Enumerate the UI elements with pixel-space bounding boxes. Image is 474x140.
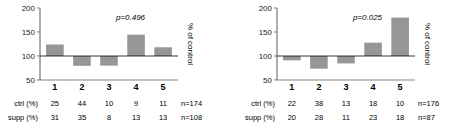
n-label: n=87 bbox=[418, 113, 435, 122]
x-axis-line bbox=[40, 80, 178, 81]
y-tick-label: 200 bbox=[22, 4, 36, 13]
table-value: 10 bbox=[396, 99, 404, 108]
y-tick-label: 150 bbox=[259, 28, 273, 37]
bar bbox=[337, 56, 355, 63]
y-tick-label: 200 bbox=[259, 4, 273, 13]
baseline bbox=[277, 56, 415, 57]
table-value: 18 bbox=[396, 113, 404, 122]
bar bbox=[154, 47, 172, 56]
n-label: n=174 bbox=[181, 99, 202, 108]
row-label: supp (%) bbox=[245, 113, 276, 122]
table-value: 22 bbox=[288, 99, 296, 108]
bar bbox=[127, 35, 145, 56]
table-value: 20 bbox=[288, 113, 296, 122]
category-label: 3 bbox=[343, 82, 348, 92]
category-label: 4 bbox=[371, 82, 376, 92]
bar bbox=[73, 56, 91, 66]
row-label: supp (%) bbox=[8, 113, 39, 122]
category-label: 1 bbox=[289, 82, 294, 92]
y-axis bbox=[40, 8, 41, 80]
bars bbox=[283, 18, 409, 69]
annotation: p=0.496 bbox=[115, 13, 146, 22]
table-value: 13 bbox=[132, 113, 140, 122]
panel: 50 100 150 200 1 2 3 4 5 p=0.496 % of control ctrl … bbox=[8, 4, 202, 122]
table-value: 44 bbox=[78, 99, 86, 108]
y-tick bbox=[274, 56, 277, 57]
category-label: 3 bbox=[106, 82, 111, 92]
y-tick-label: 50 bbox=[263, 76, 272, 85]
bars bbox=[46, 35, 172, 66]
category-label: 5 bbox=[161, 82, 166, 92]
table-value: 18 bbox=[369, 99, 377, 108]
table-value: 25 bbox=[51, 99, 59, 108]
y-label: % of control bbox=[186, 23, 195, 65]
table-value: 11 bbox=[159, 99, 167, 108]
category-label: 1 bbox=[52, 82, 57, 92]
table-value: 13 bbox=[159, 113, 167, 122]
panel: 5010015020012345p=0.025% of controlctrl … bbox=[245, 4, 439, 122]
x-axis-line bbox=[277, 80, 415, 81]
table-value: 13 bbox=[342, 99, 350, 108]
y-tick bbox=[37, 56, 40, 57]
category-label: 2 bbox=[79, 82, 84, 92]
table-value: 23 bbox=[369, 113, 377, 122]
n-label: n=176 bbox=[418, 99, 439, 108]
y-tick bbox=[274, 80, 277, 81]
table-value: 10 bbox=[105, 99, 113, 108]
bar bbox=[391, 18, 409, 56]
table-value: 8 bbox=[107, 113, 111, 122]
bar bbox=[364, 43, 382, 56]
row-label: ctrl (%) bbox=[14, 99, 38, 108]
y-tick bbox=[37, 8, 40, 9]
table-value: 38 bbox=[315, 99, 323, 108]
baseline bbox=[40, 56, 178, 57]
annotation: p=0.025 bbox=[352, 13, 383, 22]
table-value: 28 bbox=[315, 113, 323, 122]
y-tick-label: 150 bbox=[22, 28, 36, 37]
table-value: 35 bbox=[78, 113, 86, 122]
y-tick-label: 100 bbox=[22, 52, 36, 61]
y-tick bbox=[274, 32, 277, 33]
table-value: 11 bbox=[342, 113, 350, 122]
y-tick bbox=[274, 8, 277, 9]
table-value: 31 bbox=[51, 113, 59, 122]
y-tick bbox=[37, 32, 40, 33]
y-label: % of control bbox=[423, 23, 432, 65]
category-label: 4 bbox=[134, 82, 139, 92]
bar bbox=[310, 56, 328, 69]
y-tick-label: 50 bbox=[26, 76, 35, 85]
y-tick-label: 100 bbox=[259, 52, 273, 61]
table-value: 9 bbox=[134, 99, 138, 108]
bar bbox=[46, 44, 64, 56]
y-axis bbox=[277, 8, 278, 80]
bar bbox=[283, 56, 301, 60]
y-tick bbox=[37, 80, 40, 81]
category-label: 2 bbox=[316, 82, 321, 92]
bar bbox=[100, 56, 118, 66]
n-label: n=108 bbox=[181, 113, 202, 122]
chart: 5010015020012345p=0.496% of controlctrl … bbox=[0, 0, 474, 140]
category-label: 5 bbox=[398, 82, 403, 92]
row-label: ctrl (%) bbox=[251, 99, 275, 108]
